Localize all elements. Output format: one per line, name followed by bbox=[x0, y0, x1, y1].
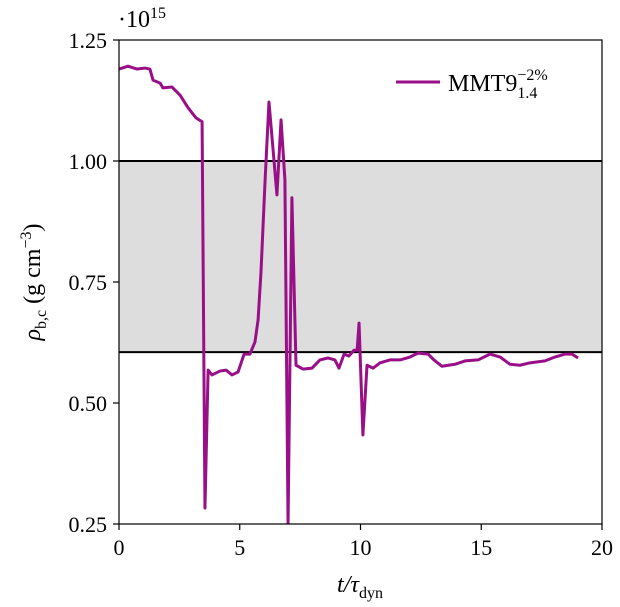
plot-frame bbox=[118, 39, 603, 525]
y-multiplier-base: ·10 bbox=[118, 7, 150, 33]
x-tick-label: 5 bbox=[234, 535, 245, 560]
y-multiplier-exp: 15 bbox=[150, 5, 166, 22]
legend-name: MMT9 bbox=[448, 71, 517, 97]
y-label-sup: −3 bbox=[18, 232, 35, 249]
y-label-main: ρ bbox=[20, 329, 46, 342]
y-axis-label: ρb,c (g cm−3) bbox=[18, 224, 50, 342]
x-tick-label: 10 bbox=[350, 535, 372, 560]
y-tick-label: 0.50 bbox=[69, 391, 108, 416]
y-tick-label: 0.25 bbox=[69, 512, 108, 537]
legend-label: MMT9−2% 1.4 bbox=[448, 67, 548, 102]
band bbox=[119, 161, 602, 353]
y-multiplier: ·1015 bbox=[118, 5, 166, 33]
x-tick-label: 15 bbox=[470, 535, 492, 560]
x-tick-label: 20 bbox=[591, 535, 613, 560]
y-label-sub: b,c bbox=[33, 310, 50, 329]
y-tick-label: 1.25 bbox=[69, 28, 108, 53]
x-axis-label: t/τdyn bbox=[337, 572, 383, 602]
y-label-close: ) bbox=[20, 224, 46, 232]
y-label-unit: (g cm bbox=[20, 248, 46, 310]
y-tick-label: 0.75 bbox=[69, 270, 108, 295]
y-tick-label: 1.00 bbox=[69, 149, 108, 174]
legend-sup: −2% bbox=[517, 67, 547, 84]
x-tick-label: 0 bbox=[114, 535, 125, 560]
x-label-sub: dyn bbox=[359, 585, 383, 602]
series-line bbox=[119, 64, 579, 524]
x-label-main: t/τ bbox=[337, 572, 360, 598]
legend-sub: 1.4 bbox=[517, 85, 537, 102]
